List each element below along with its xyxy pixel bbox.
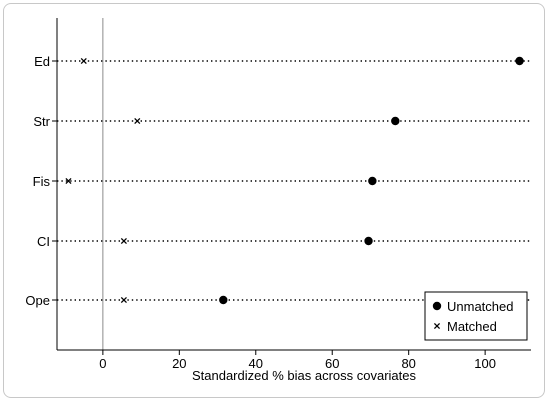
y-tick-label-fis: Fis bbox=[33, 174, 51, 189]
x-tick-label: 80 bbox=[401, 356, 415, 371]
y-tick-label-ci: CI bbox=[37, 234, 50, 249]
x-tick-label: 20 bbox=[172, 356, 186, 371]
matched-point-fis bbox=[65, 177, 72, 185]
legend-unmatched-label: Unmatched bbox=[447, 299, 513, 314]
x-tick-label: 100 bbox=[474, 356, 496, 371]
matched-point-ed bbox=[80, 57, 87, 65]
y-tick-label-str: Str bbox=[33, 114, 50, 129]
unmatched-point-str bbox=[391, 116, 400, 126]
data-marks bbox=[65, 56, 524, 305]
x-axis-ticks: 0 20 40 60 80 100 bbox=[99, 350, 496, 371]
matched-point-ci bbox=[120, 237, 127, 245]
axes bbox=[56, 18, 531, 351]
legend-matched-stroke bbox=[433, 322, 441, 330]
legend-unmatched-symbol bbox=[432, 301, 442, 311]
y-tick-label-ed: Ed bbox=[34, 54, 50, 69]
x-tick-label: 60 bbox=[325, 356, 339, 371]
legend: Unmatched Matched bbox=[424, 291, 528, 341]
y-axis-labels: Ed Str Fis CI Ope bbox=[25, 54, 57, 308]
x-tick-label: 40 bbox=[249, 356, 263, 371]
legend-box bbox=[424, 291, 528, 341]
x-tick-label: 0 bbox=[99, 356, 106, 371]
unmatched-point-fis bbox=[368, 176, 377, 186]
matched-marker-stroke bbox=[120, 296, 127, 304]
unmatched-point-ci bbox=[364, 236, 373, 246]
matched-marker-stroke bbox=[120, 237, 127, 245]
matched-marker-stroke bbox=[134, 117, 141, 125]
x-axis-title: Standardized % bias across covariates bbox=[192, 368, 417, 383]
legend-matched-label: Matched bbox=[447, 319, 497, 334]
matched-point-str bbox=[134, 117, 141, 125]
matched-marker-stroke bbox=[65, 177, 72, 185]
legend-matched-symbol bbox=[433, 322, 441, 330]
matched-marker-stroke bbox=[80, 57, 87, 65]
unmatched-point-ope bbox=[219, 295, 228, 305]
row-guides bbox=[57, 60, 531, 301]
unmatched-point-ed bbox=[515, 56, 524, 66]
y-tick-label-ope: Ope bbox=[25, 293, 50, 308]
matched-point-ope bbox=[120, 296, 127, 304]
